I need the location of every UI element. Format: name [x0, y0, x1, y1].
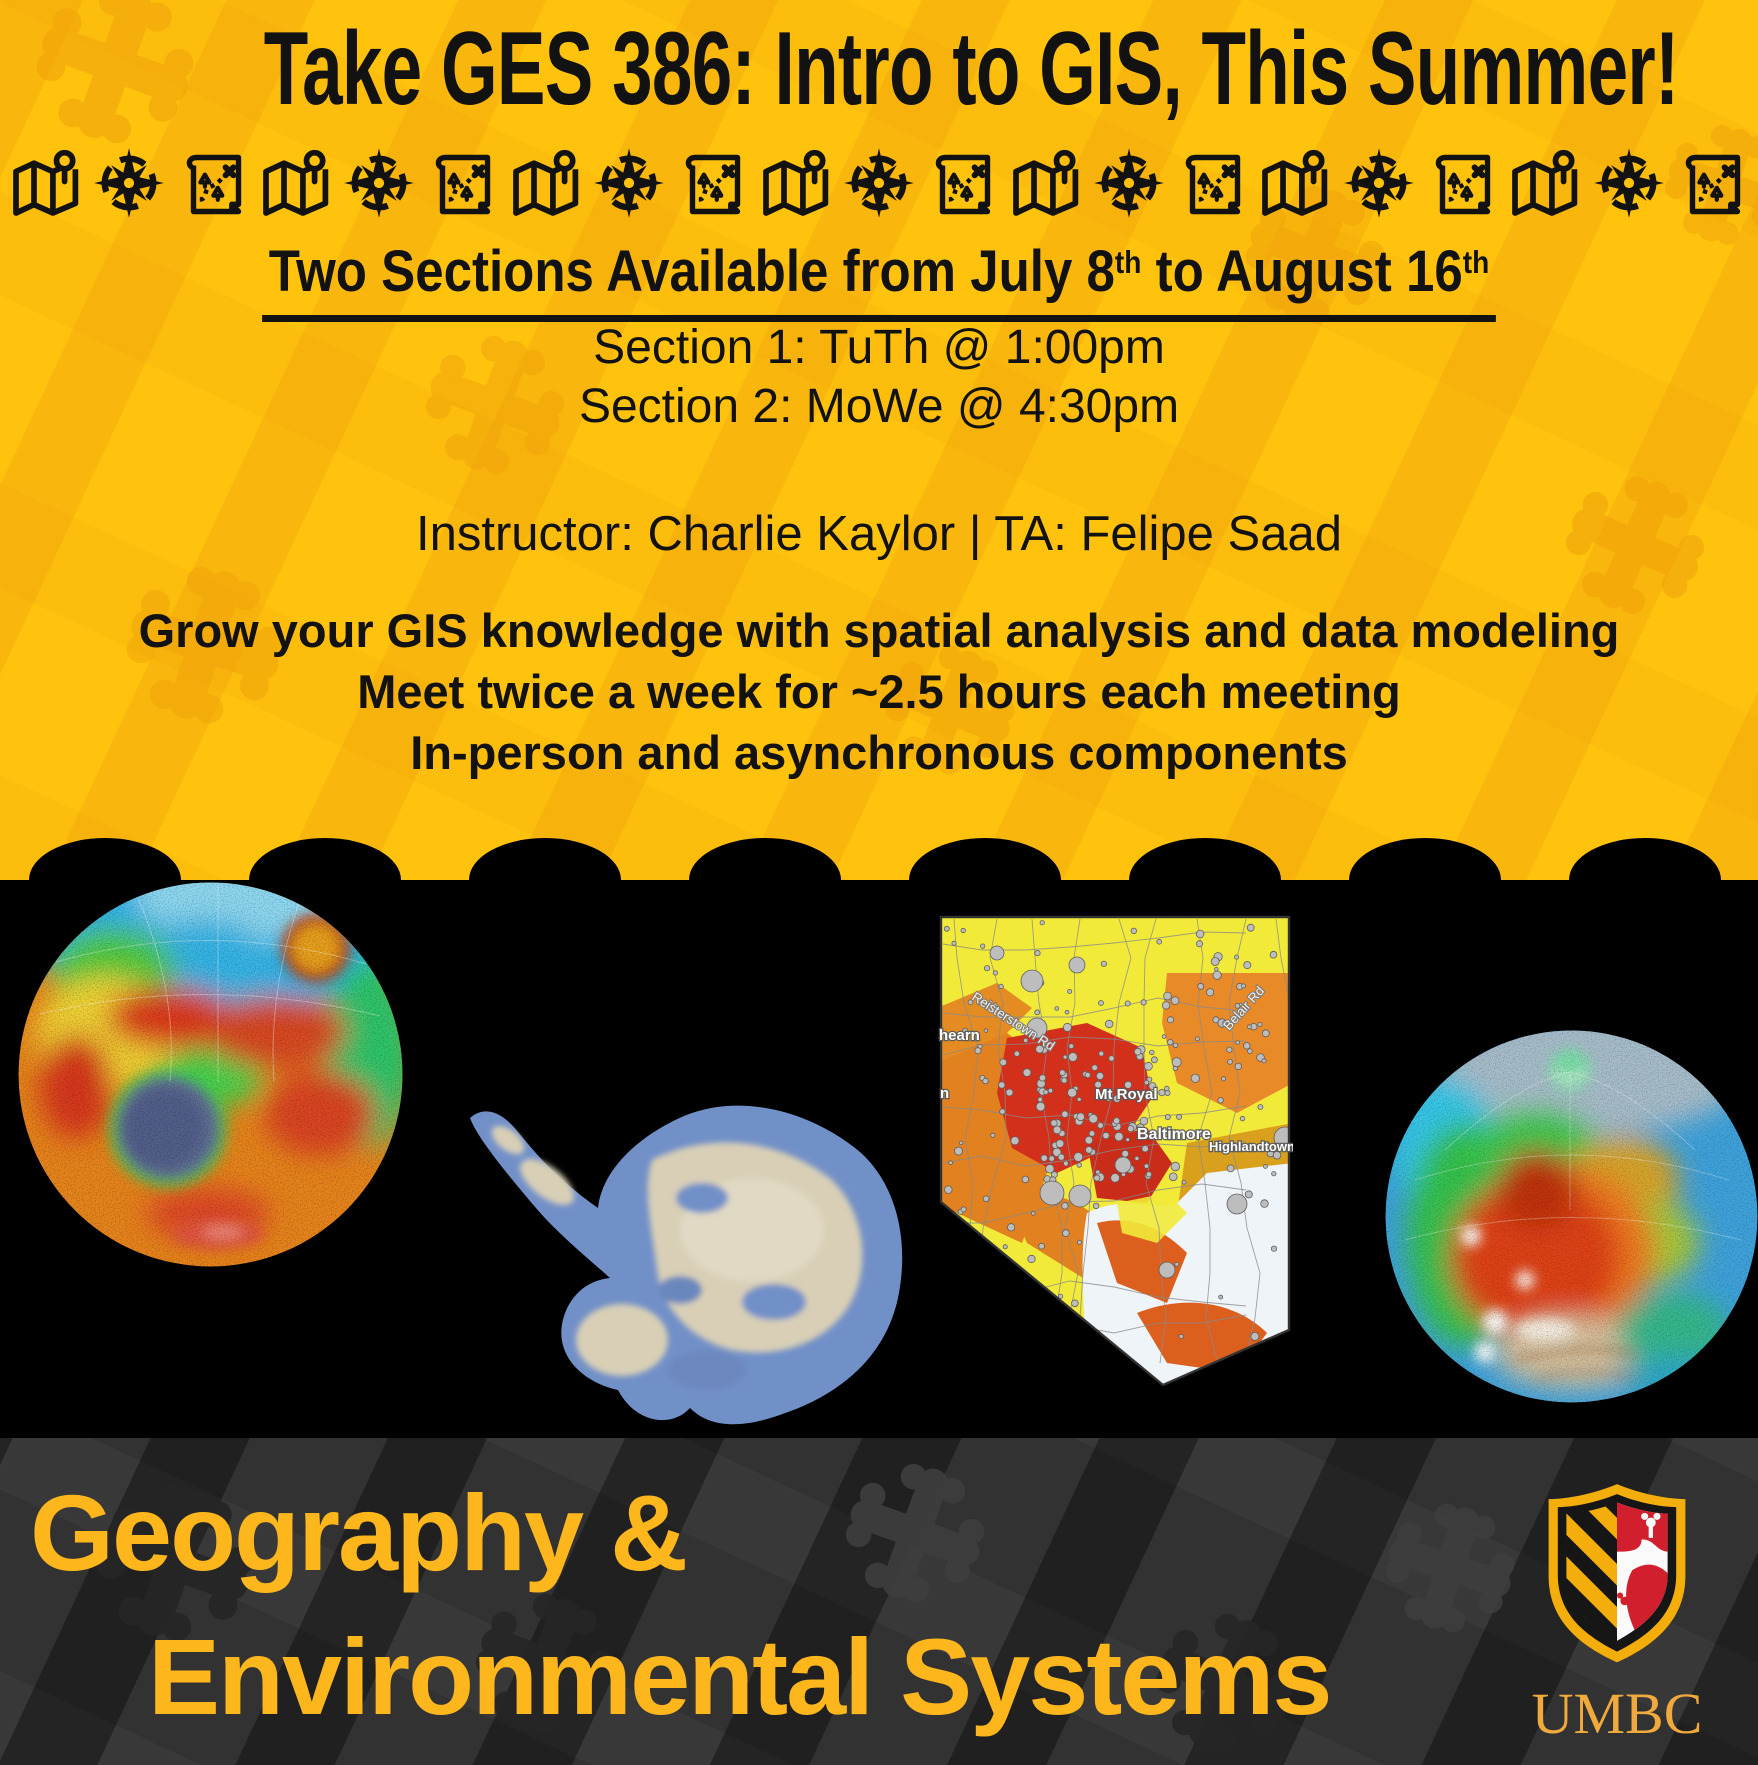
- image-band: hearn n Reisterstown Rd Belair Rd Mt Roy…: [0, 880, 1758, 1438]
- folded-map-pin-icon: [1509, 147, 1581, 219]
- treasure-map-icon: [426, 147, 498, 219]
- dates-sup1: th: [1114, 244, 1142, 281]
- dates-heading: Two Sections Available from July 8th to …: [105, 238, 1652, 322]
- scalloped-edge: [29, 838, 1721, 880]
- treasure-map-icon: [926, 147, 998, 219]
- dates-part1: Two Sections Available from July 8: [268, 239, 1115, 304]
- treasure-map-icon: [1676, 147, 1748, 219]
- feature-line-1: Grow your GIS knowledge with spatial ana…: [138, 604, 1620, 657]
- map-icon-row: [10, 146, 1748, 220]
- dates-part2: to August 16: [1141, 239, 1463, 304]
- dates-heading-underline: Two Sections Available from July 8th to …: [261, 238, 1497, 322]
- treasure-map-icon: [1426, 147, 1498, 219]
- cross-bottony-pattern-icon: [819, 1438, 1011, 1629]
- compass-rose-icon: [1593, 147, 1665, 219]
- mars-topography-globe-right: [1385, 1030, 1758, 1403]
- top-yellow-section: Take GES 386: Intro to GIS, This Summer!: [0, 0, 1758, 880]
- compass-rose-icon: [1093, 147, 1165, 219]
- compass-rose-icon: [843, 147, 915, 219]
- antarctica-elevation-map: [470, 1105, 903, 1425]
- treasure-map-icon: [177, 147, 249, 219]
- folded-map-pin-icon: [1259, 147, 1331, 219]
- mars-topography-globe-left: [18, 882, 403, 1267]
- umbc-shield-logo: [1548, 1484, 1686, 1663]
- treasure-map-icon: [1176, 147, 1248, 219]
- map-label-mt-royal: Mt Royal: [1095, 1086, 1158, 1103]
- folded-map-pin-icon: [760, 147, 832, 219]
- baltimore-choropleth-map: hearn n Reisterstown Rd Belair Rd Mt Roy…: [938, 915, 1293, 1387]
- instructor-line: Instructor: Charlie Kaylor | TA: Felipe …: [416, 507, 1342, 561]
- folded-map-pin-icon: [510, 147, 582, 219]
- compass-rose-icon: [343, 147, 415, 219]
- dates-sup2: th: [1462, 244, 1490, 281]
- map-label-highlandtown: Highlandtown: [1209, 1139, 1293, 1154]
- folded-map-pin-icon: [10, 147, 82, 219]
- umbc-wordmark: UMBC: [1531, 1681, 1703, 1746]
- flyer-title: Take GES 386: Intro to GIS, This Summer!: [263, 11, 1680, 127]
- compass-rose-icon: [593, 147, 665, 219]
- department-name-line1: Geography &: [30, 1472, 688, 1593]
- section-1-time: Section 1: TuTh @ 1:00pm: [593, 321, 1165, 374]
- footer-band: Geography & Environmental Systems: [0, 1438, 1758, 1765]
- folded-map-pin-icon: [1010, 147, 1082, 219]
- compass-rose-icon: [93, 147, 165, 219]
- map-label-n: n: [940, 1085, 949, 1102]
- section-2-time: Section 2: MoWe @ 4:30pm: [578, 380, 1180, 433]
- treasure-map-icon: [676, 147, 748, 219]
- compass-rose-icon: [1343, 147, 1415, 219]
- feature-line-3: In-person and asynchronous components: [410, 726, 1348, 779]
- map-label-hearn: hearn: [939, 1027, 980, 1044]
- map-label-baltimore: Baltimore: [1137, 1126, 1211, 1143]
- cross-bottony-pattern-icon: [1362, 1480, 1538, 1656]
- feature-line-2: Meet twice a week for ~2.5 hours each me…: [357, 665, 1401, 718]
- department-name-line2: Environmental Systems: [148, 1616, 1332, 1737]
- folded-map-pin-icon: [260, 147, 332, 219]
